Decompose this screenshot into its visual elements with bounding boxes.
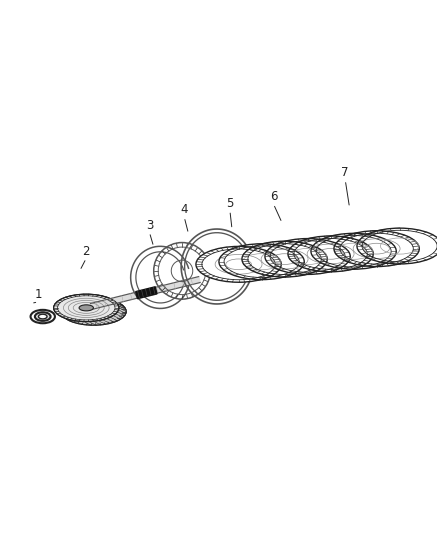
Ellipse shape — [53, 294, 119, 321]
Ellipse shape — [357, 228, 438, 264]
Polygon shape — [90, 277, 200, 310]
Text: 4: 4 — [180, 204, 188, 216]
Ellipse shape — [196, 246, 281, 282]
Ellipse shape — [35, 312, 50, 321]
Text: 5: 5 — [226, 197, 233, 210]
Ellipse shape — [31, 310, 55, 323]
Ellipse shape — [79, 305, 93, 311]
Text: 3: 3 — [146, 219, 153, 232]
Ellipse shape — [311, 233, 396, 269]
Ellipse shape — [39, 314, 47, 319]
Text: 2: 2 — [82, 245, 90, 258]
Ellipse shape — [334, 231, 419, 266]
Text: 7: 7 — [342, 166, 349, 180]
Ellipse shape — [265, 239, 350, 274]
Polygon shape — [136, 287, 157, 298]
Ellipse shape — [61, 298, 126, 325]
Text: 6: 6 — [270, 190, 277, 204]
Ellipse shape — [242, 241, 327, 277]
Ellipse shape — [288, 236, 373, 272]
Text: 1: 1 — [35, 288, 42, 301]
Ellipse shape — [219, 244, 304, 280]
